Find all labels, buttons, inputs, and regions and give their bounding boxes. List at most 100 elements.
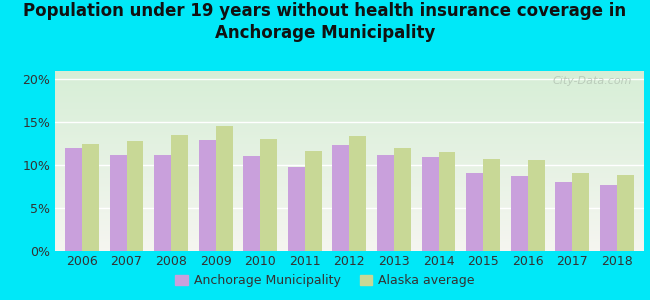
Bar <box>55 84 644 85</box>
Bar <box>55 228 644 229</box>
Bar <box>55 109 644 110</box>
Bar <box>55 193 644 194</box>
Bar <box>55 130 644 132</box>
Bar <box>55 248 644 249</box>
Bar <box>617 175 634 250</box>
Bar <box>55 122 644 123</box>
Bar <box>483 159 500 250</box>
Bar <box>55 103 644 104</box>
Bar <box>55 141 644 142</box>
Bar <box>55 88 644 90</box>
Bar <box>55 139 644 140</box>
Bar <box>260 139 277 250</box>
Bar <box>55 120 644 121</box>
Bar <box>466 172 483 250</box>
Bar <box>55 145 644 146</box>
Bar <box>55 85 644 86</box>
Bar <box>55 90 644 91</box>
Bar <box>55 121 644 122</box>
Bar <box>55 114 644 115</box>
Text: Population under 19 years without health insurance coverage in
Anchorage Municip: Population under 19 years without health… <box>23 2 627 42</box>
Bar <box>55 87 644 88</box>
Bar <box>55 117 644 119</box>
Bar <box>55 170 644 171</box>
Bar <box>199 140 216 250</box>
Bar <box>55 82 644 84</box>
Bar <box>55 177 644 178</box>
Bar <box>55 136 644 138</box>
Bar <box>55 157 644 158</box>
Bar <box>55 188 644 189</box>
Bar <box>55 210 644 211</box>
Bar <box>55 91 644 92</box>
Bar <box>55 204 644 205</box>
Bar <box>55 127 644 128</box>
Bar <box>55 247 644 248</box>
Bar <box>65 148 82 250</box>
Bar <box>55 200 644 201</box>
Text: City-Data.com: City-Data.com <box>552 76 632 86</box>
Bar <box>55 128 644 129</box>
Bar <box>572 172 589 250</box>
Bar <box>55 153 644 154</box>
Bar <box>55 96 644 97</box>
Bar <box>55 190 644 192</box>
Bar <box>439 152 456 250</box>
Bar <box>55 140 644 141</box>
Bar <box>55 162 644 163</box>
Bar <box>305 151 322 250</box>
Bar <box>55 164 644 165</box>
Bar <box>55 168 644 169</box>
Bar <box>55 178 644 180</box>
Bar <box>55 213 644 214</box>
Bar <box>55 99 644 101</box>
Bar <box>55 176 644 177</box>
Bar <box>55 154 644 156</box>
Bar <box>55 232 644 234</box>
Bar <box>55 183 644 184</box>
Bar <box>55 123 644 124</box>
Bar <box>55 218 644 219</box>
Bar <box>55 159 644 160</box>
Bar <box>55 175 644 176</box>
Bar <box>55 219 644 220</box>
Bar <box>55 242 644 243</box>
Bar <box>55 169 644 170</box>
Bar <box>55 216 644 217</box>
Bar <box>55 81 644 83</box>
Bar <box>55 234 644 235</box>
Bar <box>55 165 644 166</box>
Bar <box>55 171 644 172</box>
Bar <box>394 148 411 250</box>
Bar <box>243 156 260 250</box>
Bar <box>55 124 644 126</box>
Bar <box>55 206 644 207</box>
Bar <box>55 186 644 187</box>
Bar <box>55 225 644 226</box>
Bar <box>55 78 644 79</box>
Bar <box>55 231 644 232</box>
Bar <box>288 167 305 250</box>
Bar <box>55 110 644 111</box>
Bar <box>55 224 644 225</box>
Bar <box>55 146 644 147</box>
Bar <box>55 126 644 127</box>
Bar <box>377 155 394 250</box>
Bar <box>55 212 644 213</box>
Bar <box>528 160 545 250</box>
Bar <box>55 112 644 114</box>
Bar <box>55 76 644 78</box>
Bar <box>55 226 644 228</box>
Bar <box>55 79 644 80</box>
Bar <box>55 94 644 96</box>
Bar <box>55 93 644 94</box>
Bar <box>82 144 99 250</box>
Bar <box>55 244 644 246</box>
Bar <box>55 158 644 159</box>
Bar <box>55 138 644 139</box>
Bar <box>55 238 644 240</box>
Bar <box>55 134 644 135</box>
Bar <box>55 135 644 136</box>
Bar <box>55 201 644 202</box>
Bar <box>55 174 644 175</box>
